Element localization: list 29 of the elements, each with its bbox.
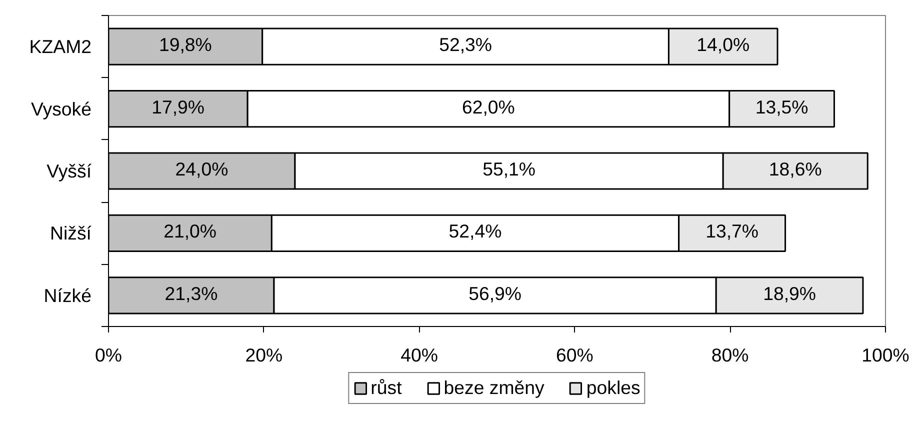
y-tick-label: KZAM2: [29, 36, 92, 58]
data-label: 62,0%: [462, 96, 515, 118]
data-label: 19,8%: [158, 34, 212, 56]
data-label: 13,5%: [755, 96, 808, 118]
x-tick-label: 60%: [556, 344, 594, 366]
y-tick-label: Vyšší: [46, 160, 92, 182]
x-tick-label: 80%: [711, 344, 749, 366]
data-label: 56,9%: [468, 282, 522, 304]
legend-label: pokles: [586, 377, 640, 399]
y-tick-label: Nižší: [50, 222, 92, 244]
y-tick-label: Nízké: [44, 284, 92, 306]
y-tick-label: Vysoké: [31, 98, 92, 120]
data-label: 18,9%: [763, 282, 816, 304]
x-tick-label: 0%: [95, 344, 122, 366]
data-label: 13,7%: [706, 220, 758, 242]
data-label: 52,4%: [448, 220, 502, 242]
x-tick-label: 20%: [245, 344, 283, 366]
data-label: 17,9%: [152, 96, 204, 118]
legend-label: růst: [370, 377, 402, 399]
data-label: 24,0%: [175, 158, 228, 180]
x-tick-label: 40%: [400, 344, 438, 366]
data-label: 52,3%: [439, 34, 492, 56]
data-label: 14,0%: [696, 34, 750, 56]
data-label: 21,3%: [164, 282, 218, 304]
legend-label: beze změny: [444, 377, 544, 399]
data-label: 18,6%: [768, 158, 822, 180]
x-tick-label: 100%: [862, 344, 910, 366]
data-label: 21,0%: [164, 220, 217, 242]
data-label: 55,1%: [482, 158, 536, 180]
